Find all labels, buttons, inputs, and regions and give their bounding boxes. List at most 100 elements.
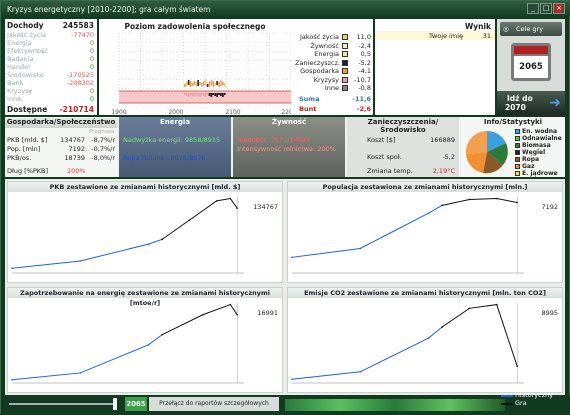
info-legend-label: Ropa: [522, 156, 540, 163]
energy-surplus: Nadwyżka energii: 9858/8915: [123, 136, 221, 144]
goals-button[interactable]: ◎ Cele gry: [500, 22, 562, 36]
series-point: [291, 256, 293, 259]
history-chart: PKB zestawione ze zmianami historycznymi…: [7, 181, 283, 283]
info-legend-swatch: [515, 164, 520, 169]
goto-year-button[interactable]: Idź do 2070 ➜: [497, 91, 565, 115]
legend-swatch: [342, 85, 348, 91]
food-section[interactable]: Żywność Niedobór: 7671/14924 Intensywnoś…: [233, 117, 345, 177]
info-legend-swatch: [515, 171, 520, 176]
economy-row-label: PKB/os.: [7, 154, 32, 162]
series-point: [441, 326, 443, 328]
energy-title: Energia: [159, 118, 191, 126]
legend-swatch: [342, 34, 348, 40]
close-icon[interactable]: ×: [553, 3, 565, 14]
x-tick-1900: 1900: [111, 109, 126, 116]
food-title: Żywność: [271, 118, 307, 126]
economy-row-change: -8,0%/r: [91, 154, 115, 162]
satisfaction-bar: [208, 82, 211, 86]
chart-plot: 134767: [11, 197, 278, 274]
satisfaction-bar: [185, 82, 188, 86]
economy-row-value: 134767: [60, 136, 85, 144]
footer-year: 2065: [125, 397, 147, 411]
info-legend-label: Odnawialne: [522, 135, 562, 142]
series-point: [516, 201, 518, 204]
pie-slice-nuclear: [465, 130, 487, 154]
series-point: [161, 333, 163, 336]
satisfaction-bar-negative: [204, 93, 207, 97]
legend-label: Żywność: [310, 41, 339, 50]
goto-year: 2070: [505, 103, 526, 112]
income-label: Bank: [7, 79, 24, 87]
legend-historical-label: Historyczny: [515, 391, 554, 399]
pollution-section[interactable]: Zanieczyszczenia/Środowisko Koszt [$] 16…: [347, 117, 459, 177]
satisfaction-bar-negative: [201, 93, 203, 95]
legend-label: Zanieczyszcz.: [295, 58, 341, 67]
legend-value: -4,1: [358, 67, 371, 75]
sum-label: Suma: [299, 95, 320, 103]
chart-title: PKB zestawione ze zmianami historycznymi…: [8, 182, 282, 192]
economy-section[interactable]: Gospodarka/Społeczeństwo Prognoza Dług […: [5, 117, 117, 177]
info-legend-swatch: [515, 136, 520, 141]
satisfaction-bar: [197, 80, 199, 86]
timeline-handle[interactable]: [113, 398, 117, 410]
chart-current-value: 8995: [541, 309, 558, 317]
legend-value: 0,5: [360, 50, 371, 58]
satisfaction-bar-negative: [223, 93, 226, 95]
historical-series-line: [291, 204, 443, 258]
pie-slice-biomass: [487, 143, 508, 165]
income-value: -208302: [66, 79, 94, 87]
game-series-line: [442, 197, 518, 206]
switch-reports-button[interactable]: Przełącz do raportów szczegółowych: [149, 397, 279, 411]
legend-label: Kryzysy: [313, 75, 339, 84]
satisfaction-bar-negative: [220, 93, 222, 96]
sections-bar: Gospodarka/Społeczeństwo Prognoza Dług […: [5, 117, 565, 177]
goto-label: Idź do: [507, 94, 533, 103]
income-label: Kryzysy: [7, 87, 33, 95]
satisfaction-bar: [191, 83, 194, 86]
economy-row-change: -0,7%/r: [91, 145, 115, 153]
satisfaction-bar: [187, 80, 190, 85]
incomes-header-value: 245583: [62, 21, 94, 30]
series-point: [79, 260, 82, 262]
maximize-icon[interactable]: □: [540, 3, 552, 14]
footer-bar: 2065 Przełącz do raportów szczegółowych …: [1, 391, 570, 415]
satisfaction-bar-negative: [206, 93, 209, 95]
legend-label: Jakość życia: [299, 33, 339, 41]
energy-section[interactable]: Energia Nadwyżka energii: 9858/8915 Ropa…: [119, 117, 231, 177]
legend-value: -5,2: [358, 58, 371, 67]
satisfaction-bar-negative: [208, 93, 211, 96]
legend-value: -2,4: [358, 41, 371, 50]
satisfaction-bar-negative: [214, 93, 216, 96]
x-tick-2200: 2200: [281, 109, 291, 116]
minimize-icon[interactable]: _: [527, 3, 539, 14]
info-section[interactable]: Info/Statystyki En. wodna Odnawialne Bioma…: [461, 117, 565, 177]
satisfaction-bar-negative: [191, 93, 194, 96]
series-point: [236, 313, 238, 316]
timeline-slider[interactable]: [9, 403, 117, 405]
debt-value: 200%: [67, 167, 86, 175]
info-legend-swatch: [515, 150, 520, 155]
satisfaction-bar: [218, 82, 220, 87]
series-point: [147, 243, 150, 245]
info-legend-swatch: [515, 143, 520, 148]
series-point: [495, 197, 498, 200]
satisfaction-bar: [222, 82, 224, 85]
legend-swatch: [342, 59, 348, 66]
info-title: Info/Statystyki: [483, 118, 543, 126]
legend-value: -10,7: [354, 75, 371, 84]
x-tick-2000: 2000: [168, 109, 183, 116]
income-label: Środowisko: [7, 71, 44, 79]
legend-label: Inne: [324, 84, 339, 92]
satisfaction-bar: [223, 83, 226, 87]
legend-label: Energia: [314, 50, 339, 58]
result-title: Wynik: [464, 22, 491, 31]
satisfaction-bar: [216, 81, 218, 85]
player-name: Twoje imię: [429, 32, 464, 40]
chart-current-value: 7192: [541, 203, 558, 211]
chart-title: Emisje CO2 zestawione ze zmianami histor…: [288, 288, 562, 298]
satisfaction-bar-negative: [184, 93, 186, 95]
pie-slice-hydro: [487, 130, 506, 152]
chart-plot: 16991: [11, 303, 278, 384]
satisfaction-bar-negative: [189, 93, 192, 95]
satisfaction-bar: [214, 83, 216, 86]
